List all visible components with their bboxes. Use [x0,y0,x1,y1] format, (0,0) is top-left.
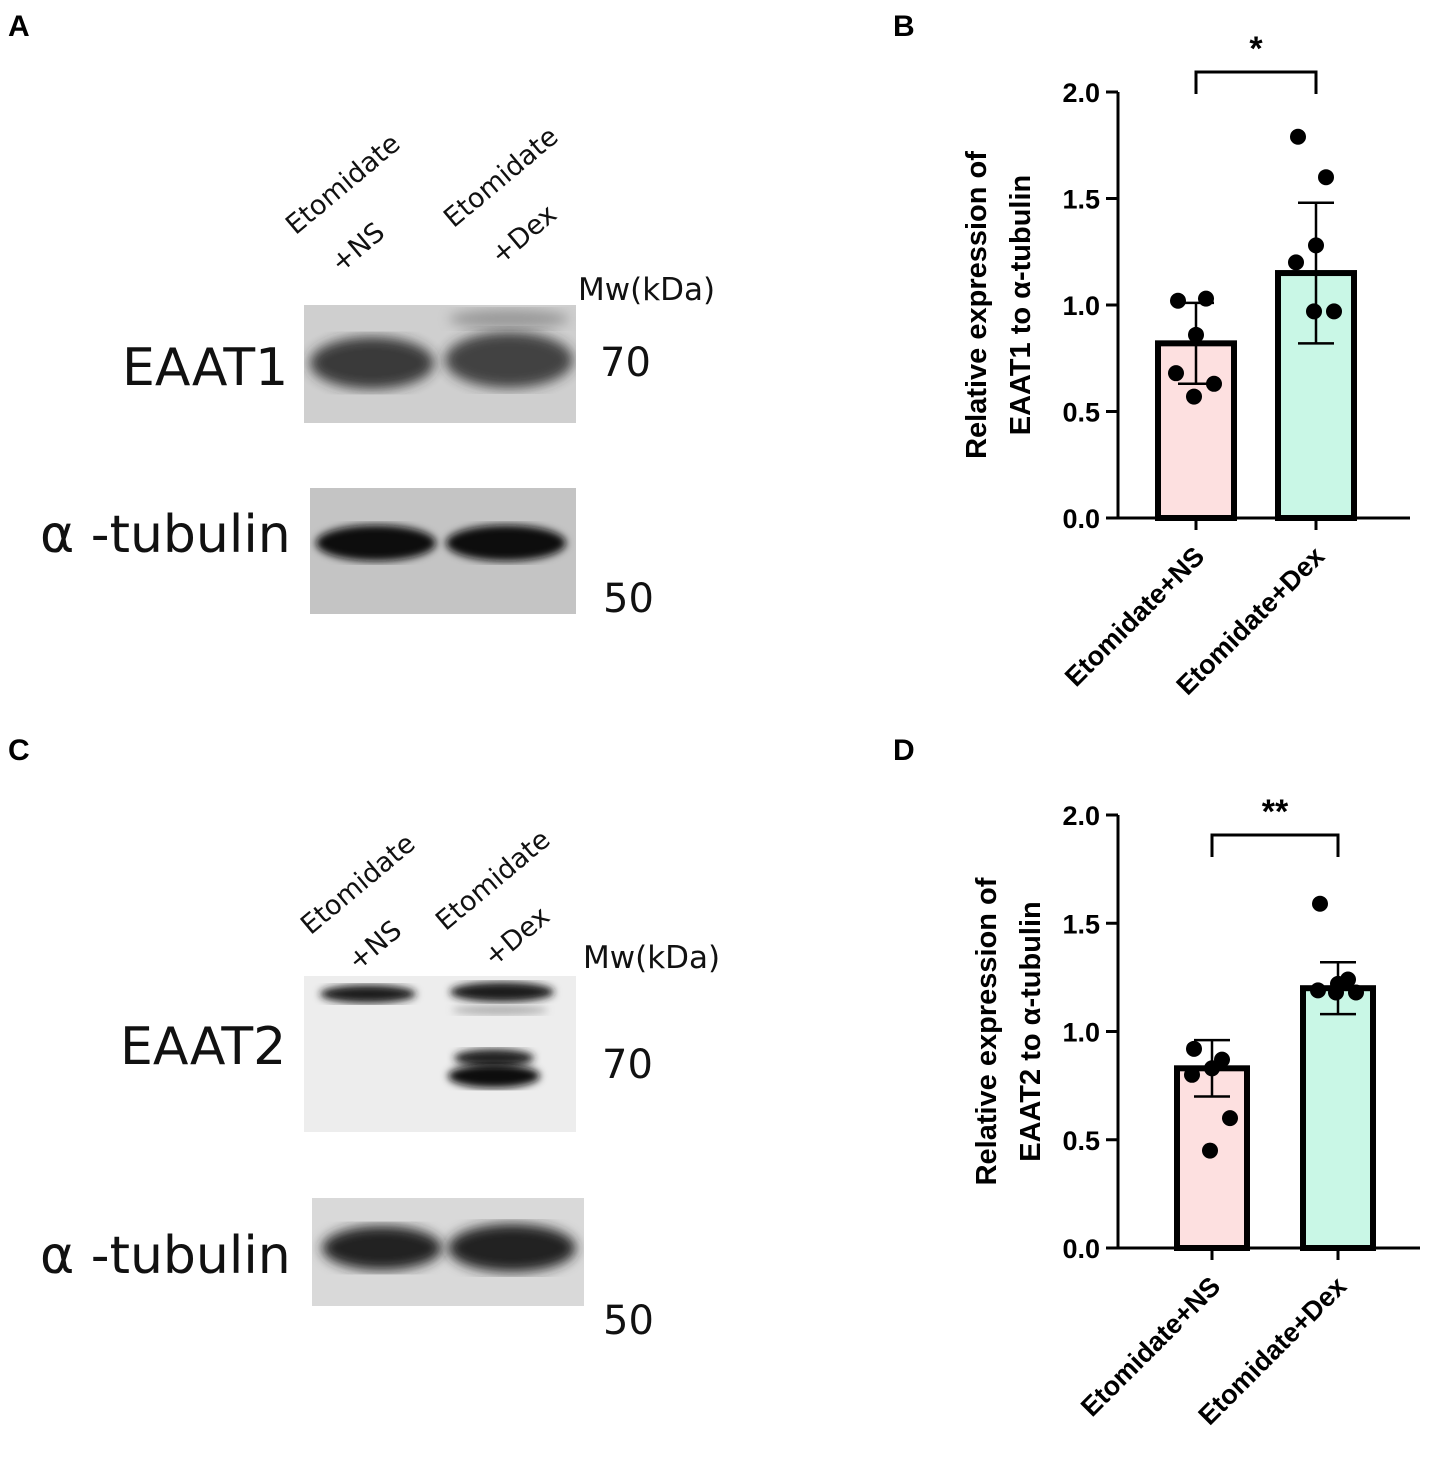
data-point [1310,982,1326,999]
protein-label-eaat1: EAAT1 [122,338,289,398]
data-point [1202,1142,1218,1159]
lane-label-ns-line2: +NS [342,914,408,977]
data-point [1348,984,1364,1001]
mw-header: Mw(kDa) [583,940,721,976]
y-axis-label-line1: Relative expression of [961,151,993,459]
data-point [1186,388,1202,405]
data-point [1206,375,1222,392]
y-axis-label-line2: EAAT1 to α-tubulin [1005,175,1037,436]
y-tick-label: 0.5 [1062,1126,1100,1156]
data-point [1328,984,1344,1001]
lane-label-ns-line1: Etomidate [280,127,407,241]
mw-value-70: 70 [600,340,651,386]
bar-chart-eaat2: 0.0 0.5 1.0 1.5 2.0 Relative expression of EAA… [971,793,1420,1431]
western-blot-eaat1 [304,305,576,423]
y-tick-label: 0.0 [1062,1234,1100,1264]
lane-label-dex-line2: +Dex [478,900,556,973]
panel-letter-c: C [8,734,30,767]
western-blot-eaat2 [304,976,576,1132]
mw-value-70: 70 [602,1042,653,1088]
western-blot-tubulin-a [310,488,576,614]
protein-label-tubulin: α -tubulin [40,505,291,565]
data-point [1186,1040,1202,1057]
y-tick-label: 2.0 [1062,801,1100,831]
data-point [1290,128,1306,145]
data-point [1204,1060,1220,1077]
western-blot-tubulin-c [312,1198,584,1306]
data-point [1318,169,1334,186]
data-point [1326,303,1342,320]
data-point [1222,1110,1238,1127]
blot-panel-c: Etomidate +NS Etomidate +Dex Mw(kDa) EAA… [0,720,760,1360]
significance-label: ** [1262,793,1289,831]
bar-chart-eaat1: 0.0 0.5 1.0 1.5 2.0 Relative expression of EAA… [961,30,1410,701]
blot-panel-a: Etomidate +NS Etomidate +Dex Mw(kDa) EAA… [0,0,760,640]
protein-label-tubulin: α -tubulin [40,1226,291,1286]
significance-bracket [1194,70,1318,94]
y-tick-label: 1.5 [1062,909,1100,939]
significance-bracket [1210,833,1340,857]
protein-label-eaat2: EAAT2 [120,1017,287,1077]
y-axis-label-line2: EAAT2 to α-tubulin [1015,901,1047,1162]
mw-header: Mw(kDa) [578,272,716,308]
panel-letter-a: A [8,10,30,43]
y-tick-label: 0.5 [1062,398,1100,428]
y-axis-label-line1: Relative expression of [971,877,1003,1185]
panel-letter-b: B [893,10,915,43]
y-tick-label: 1.5 [1062,185,1100,215]
data-point [1306,303,1322,320]
y-tick-label: 2.0 [1062,78,1100,108]
data-point [1288,254,1304,271]
data-point [1168,365,1184,382]
mw-value-50: 50 [603,576,654,622]
y-tick-label: 1.0 [1062,291,1100,321]
significance-label: * [1249,30,1263,68]
data-point [1188,326,1204,343]
lane-label-ns-line1: Etomidate [295,827,422,941]
data-point [1308,237,1324,254]
y-tick-label: 1.0 [1062,1018,1100,1048]
data-point [1312,895,1328,912]
bar-dex [1300,985,1376,1251]
panel-letter-d: D [893,734,915,767]
lane-label-dex-line2: +Dex [485,198,563,271]
mw-value-50: 50 [603,1298,654,1344]
lane-label-ns-line2: +NS [325,216,391,279]
data-point [1170,292,1186,309]
data-point [1184,1066,1200,1083]
y-tick-label: 0.0 [1062,504,1100,534]
data-point [1198,290,1214,307]
